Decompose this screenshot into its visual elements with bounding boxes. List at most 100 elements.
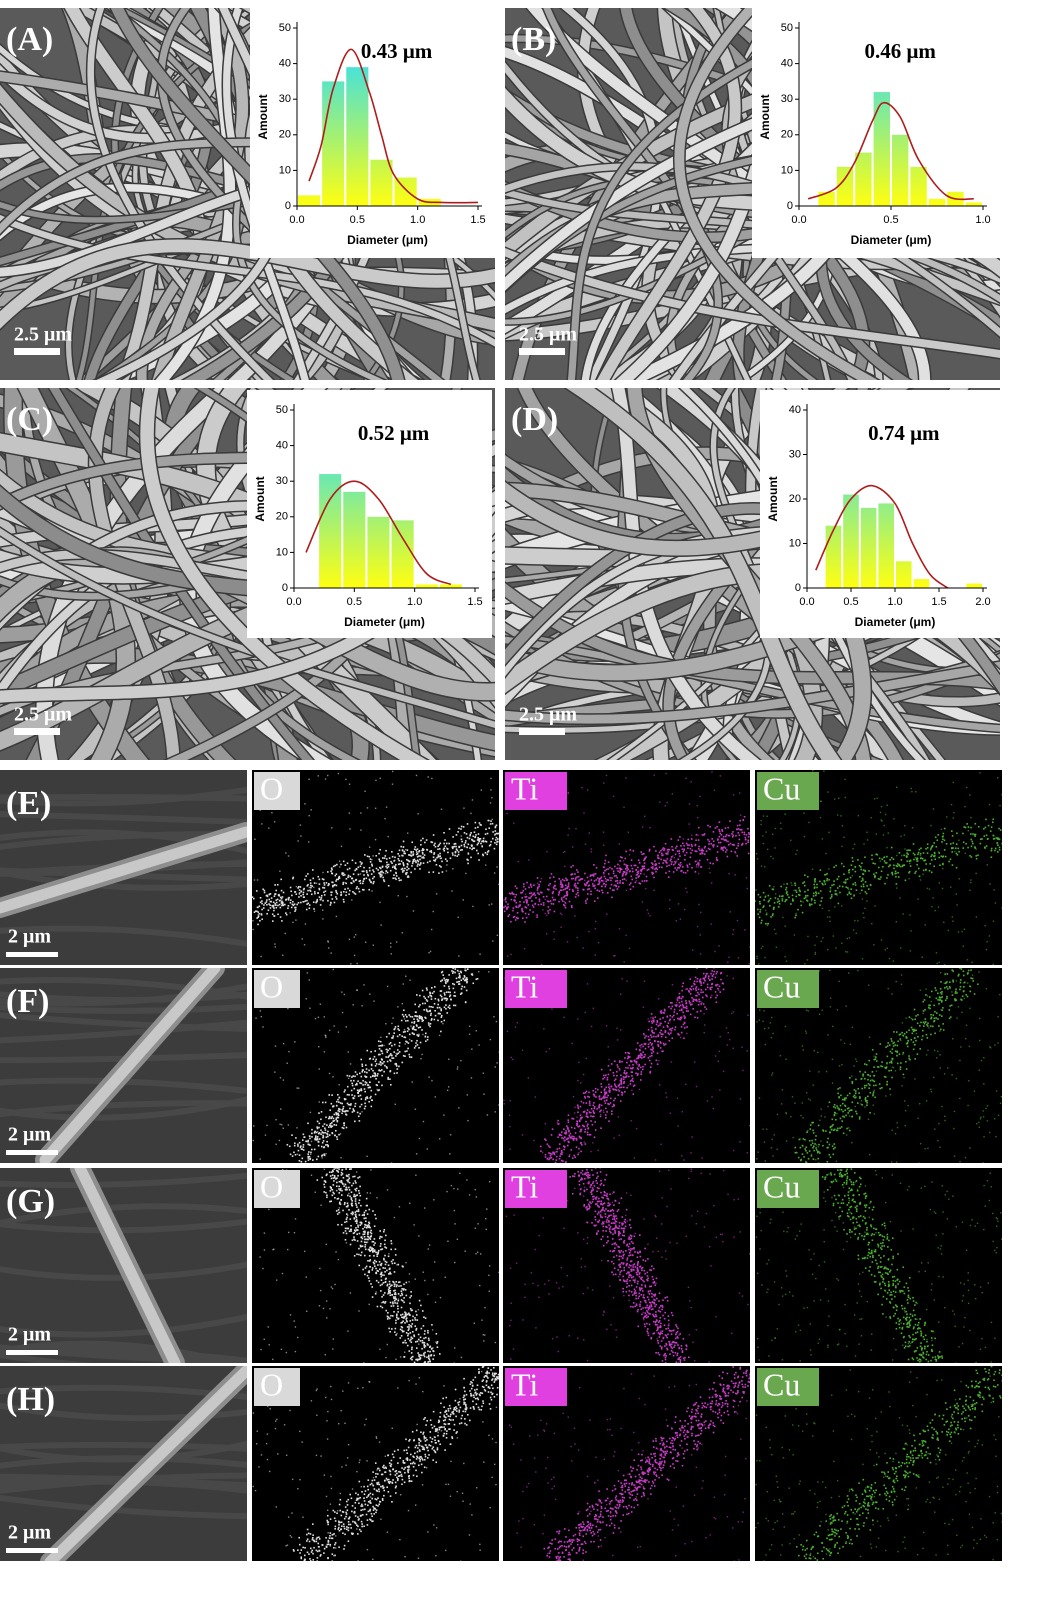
eds-dot	[707, 847, 710, 850]
eds-dot	[406, 869, 408, 871]
eds-dot	[381, 1044, 384, 1046]
eds-dot	[447, 979, 449, 981]
eds-dot	[655, 1059, 658, 1062]
eds-dot	[303, 887, 305, 890]
eds-dot	[944, 855, 947, 858]
eds-dot	[848, 937, 851, 939]
eds-dot	[950, 843, 952, 845]
eds-dot	[719, 832, 722, 835]
eds-dot	[334, 874, 337, 877]
eds-dot	[637, 866, 639, 869]
eds-dot	[867, 888, 870, 890]
eds-dot	[607, 879, 610, 881]
eds-dot	[426, 1036, 429, 1038]
eds-dot	[766, 848, 769, 851]
eds-dot	[697, 862, 699, 864]
eds-dot	[379, 873, 382, 875]
eds-dot	[560, 1159, 563, 1162]
eds-dot	[503, 1103, 505, 1105]
eds-dot	[420, 839, 422, 842]
eds-dot	[440, 1016, 443, 1019]
eds-dot	[354, 1120, 356, 1123]
eds-dot	[935, 845, 938, 848]
eds-dot	[351, 1082, 354, 1085]
eds-dot	[850, 897, 853, 900]
eds-dot	[362, 870, 365, 873]
eds-dot	[549, 1152, 552, 1155]
eds-dot	[774, 893, 777, 895]
eds-dot	[444, 845, 447, 848]
eds-dot	[323, 894, 326, 896]
eds-dot	[341, 872, 344, 874]
eds-dot	[379, 1070, 382, 1072]
eds-dot	[368, 867, 371, 869]
eds-dot	[370, 1050, 372, 1053]
eds-dot	[649, 826, 651, 829]
eds-dot	[348, 889, 351, 892]
eds-dot	[979, 772, 981, 774]
eds-dot	[488, 844, 491, 847]
eds-dot	[682, 1005, 684, 1007]
eds-dot	[652, 866, 654, 868]
eds-dot	[269, 907, 272, 909]
eds-dot	[574, 1137, 576, 1140]
eds-dot	[910, 930, 912, 932]
eds-dot	[447, 851, 449, 854]
eds-dot	[566, 1125, 568, 1127]
x-tick-label: 1.5	[931, 596, 946, 608]
eds-dot	[623, 878, 626, 880]
eds-dot	[644, 1047, 647, 1050]
eds-dot	[281, 900, 283, 903]
eds-dot	[330, 1126, 332, 1128]
eds-dot	[635, 869, 637, 871]
eds-dot	[588, 888, 591, 890]
eds-dot	[285, 852, 287, 854]
eds-dot	[397, 895, 399, 897]
eds-dot	[294, 891, 296, 893]
eds-dot	[352, 1108, 355, 1110]
eds-dot	[272, 906, 274, 908]
eds-dot	[440, 995, 443, 998]
eds-dot	[414, 1028, 416, 1031]
eds-dot	[546, 900, 549, 902]
eds-dot	[732, 977, 735, 980]
eds-dot	[433, 990, 435, 993]
eds-dot	[316, 1120, 319, 1123]
eds-dot	[617, 870, 619, 872]
eds-dot	[349, 1063, 352, 1065]
eds-dot	[309, 884, 312, 887]
eds-dot	[382, 871, 384, 874]
eds-dot	[338, 875, 341, 878]
eds-dot	[362, 1084, 364, 1086]
eds-dot	[377, 869, 379, 871]
eds-dot	[327, 884, 329, 887]
eds-dot	[643, 880, 646, 882]
eds-dot	[268, 903, 270, 905]
eds-dot	[445, 870, 448, 872]
scale-label: 2.5 μm	[14, 324, 72, 346]
eds-dot	[377, 1073, 379, 1075]
eds-dot	[900, 859, 903, 861]
eds-dot	[895, 883, 898, 885]
eds-dot	[257, 916, 260, 918]
eds-dot	[553, 910, 556, 913]
eds-dot	[632, 850, 635, 852]
eds-dot	[378, 1069, 380, 1072]
eds-dot	[565, 884, 567, 887]
eds-dot	[370, 1095, 372, 1098]
eds-dot	[672, 871, 675, 873]
eds-dot	[456, 855, 459, 857]
eds-dot	[408, 1033, 411, 1036]
eds-dot	[326, 1132, 328, 1135]
eds-dot	[975, 872, 977, 875]
eds-dot	[679, 1018, 682, 1021]
eds-dot	[468, 1033, 471, 1035]
eds-dot	[322, 878, 325, 881]
eds-dot	[661, 854, 663, 857]
eds-dot	[445, 842, 448, 845]
eds-dot	[724, 847, 727, 849]
eds-dot	[735, 847, 738, 850]
eds-dot	[434, 997, 437, 1000]
eds-dot	[735, 835, 737, 837]
eds-dot	[522, 910, 524, 913]
